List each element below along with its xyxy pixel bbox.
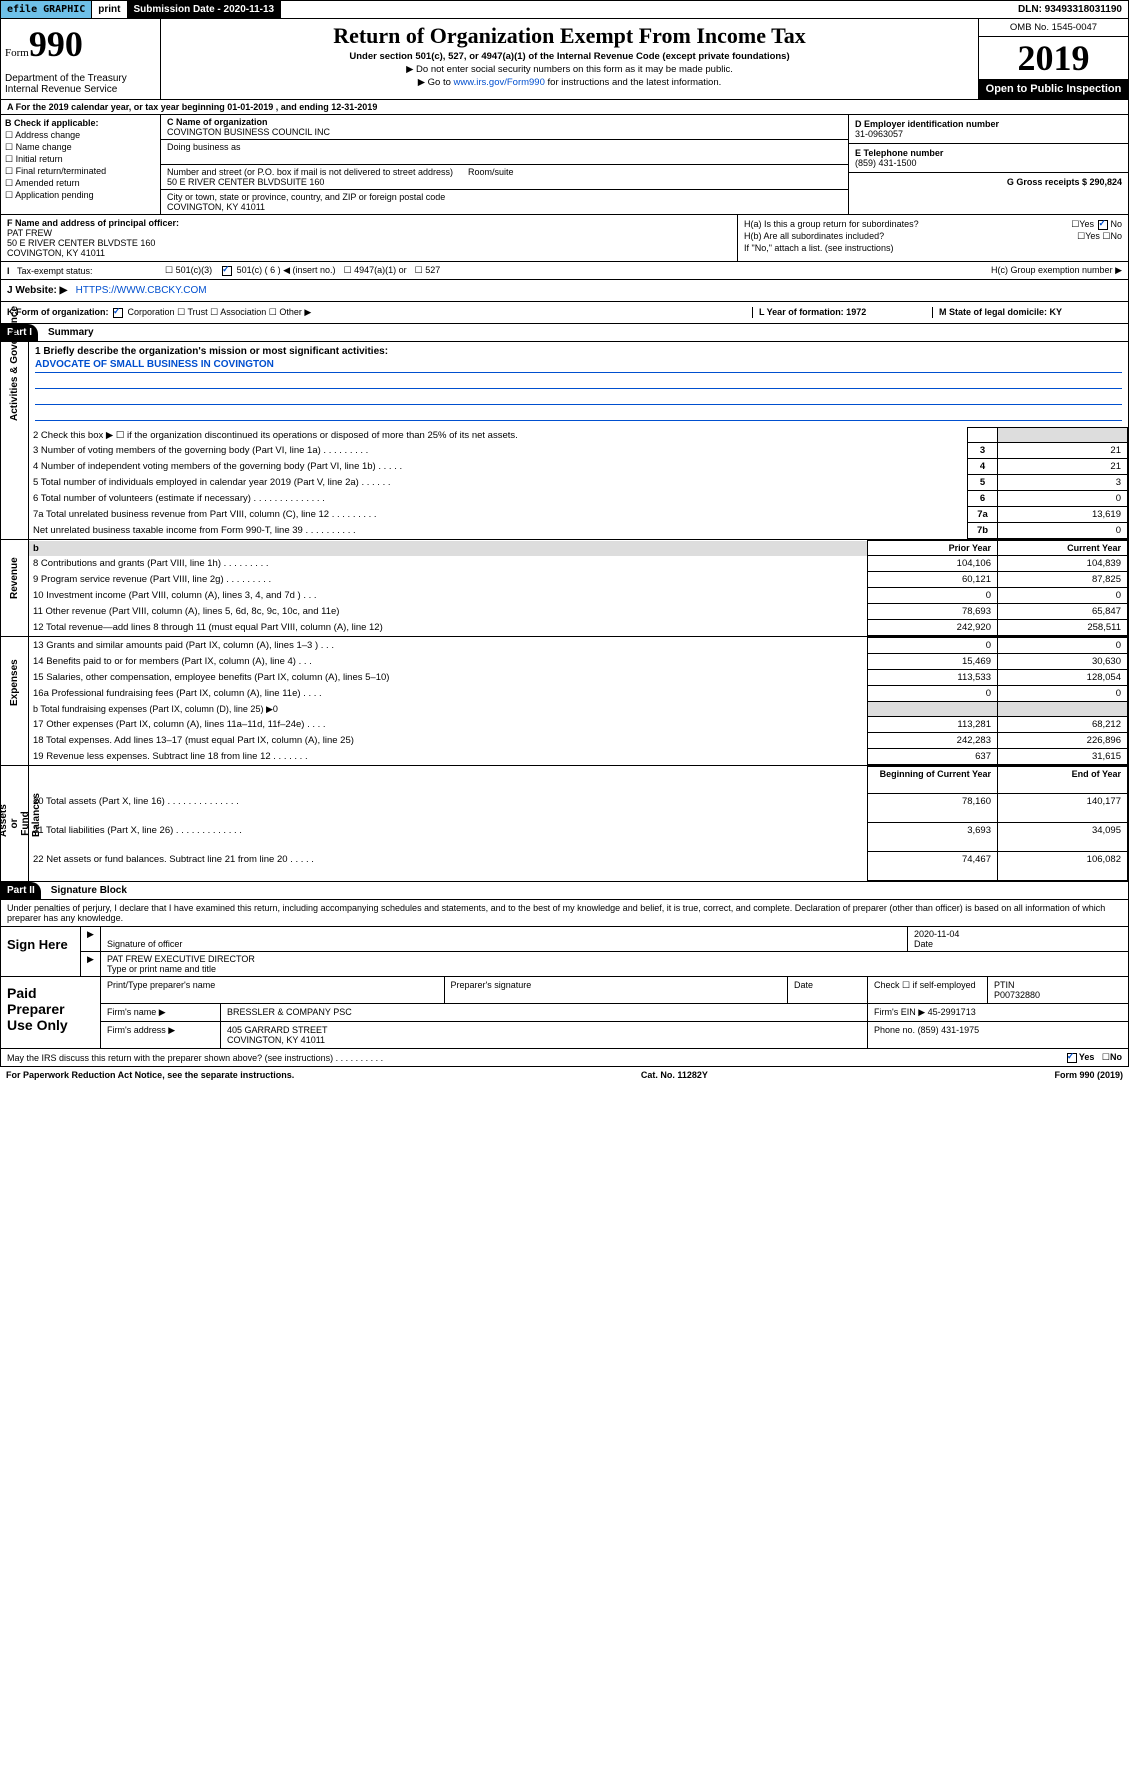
form-header: Form990 Department of the Treasury Inter… <box>0 19 1129 100</box>
expenses-table: 13 Grants and similar amounts paid (Part… <box>29 637 1128 765</box>
tax-year: 2019 <box>979 37 1128 79</box>
perjury-text: Under penalties of perjury, I declare th… <box>1 900 1128 926</box>
website-row: J Website: ▶ HTTPS://WWW.CBCKY.COM <box>0 280 1129 302</box>
form-number: 990 <box>29 24 83 64</box>
department: Department of the Treasury Internal Reve… <box>5 73 156 95</box>
info-grid: B Check if applicable: ☐ Address change … <box>0 115 1129 215</box>
subtitle-3: ▶ Go to www.irs.gov/Form990 for instruct… <box>165 77 974 88</box>
form-title: Return of Organization Exempt From Incom… <box>165 23 974 49</box>
tax-exempt-row: I Tax-exempt status: ☐ 501(c)(3) 501(c) … <box>0 262 1129 280</box>
open-public-badge: Open to Public Inspection <box>979 79 1128 99</box>
form-word: Form <box>5 47 29 59</box>
mission-text: ADVOCATE OF SMALL BUSINESS IN COVINGTON <box>35 359 1122 373</box>
row-fh: F Name and address of principal officer:… <box>0 215 1129 262</box>
mission-label: 1 Briefly describe the organization's mi… <box>35 346 388 357</box>
subtitle-1: Under section 501(c), 527, or 4947(a)(1)… <box>165 51 974 62</box>
box-b: B Check if applicable: ☐ Address change … <box>1 115 161 214</box>
sign-here-label: Sign Here <box>1 927 81 976</box>
signature-block: Under penalties of perjury, I declare th… <box>0 900 1129 1049</box>
omb-number: OMB No. 1545-0047 <box>979 19 1128 37</box>
governance-table: 2 Check this box ▶ ☐ if the organization… <box>29 427 1128 539</box>
row-a-period: A For the 2019 calendar year, or tax yea… <box>0 100 1129 115</box>
part2-header: Part II <box>1 882 41 899</box>
print-button[interactable]: print <box>92 1 127 18</box>
top-bar: efile GRAPHIC print Submission Date - 20… <box>0 0 1129 19</box>
subtitle-2: ▶ Do not enter social security numbers o… <box>165 64 974 75</box>
submission-date: Submission Date - 2020-11-13 <box>128 1 282 18</box>
instructions-link[interactable]: www.irs.gov/Form990 <box>454 77 545 88</box>
paid-preparer-label: Paid Preparer Use Only <box>1 977 101 1048</box>
efile-button[interactable]: efile GRAPHIC <box>1 1 92 18</box>
netassets-table: Beginning of Current YearEnd of Year 20 … <box>29 766 1128 881</box>
website-link[interactable]: HTTPS://WWW.CBCKY.COM <box>76 285 207 296</box>
row-klm: K Form of organization: Corporation ☐ Tr… <box>0 302 1129 324</box>
revenue-table: bPrior YearCurrent Year 8 Contributions … <box>29 540 1128 636</box>
dln: DLN: 93493318031190 <box>1012 1 1128 18</box>
discuss-row: May the IRS discuss this return with the… <box>0 1049 1129 1067</box>
footer: For Paperwork Reduction Act Notice, see … <box>0 1067 1129 1083</box>
